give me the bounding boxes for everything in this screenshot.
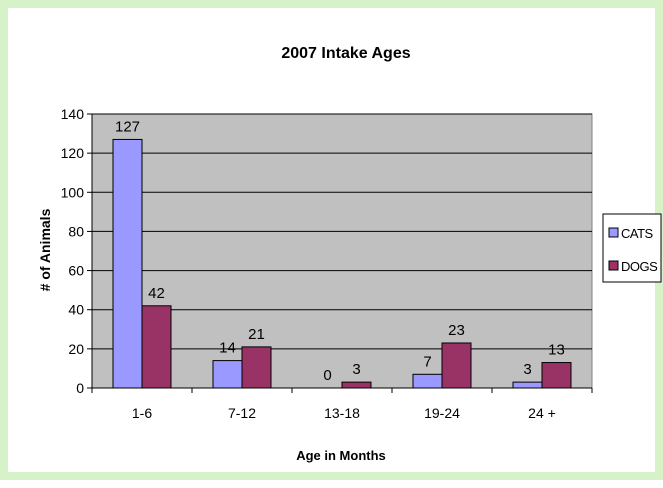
y-axis-label: # of Animals: [37, 208, 53, 291]
legend-box: [602, 213, 662, 283]
plot-area: 0 20 40 60 80 100 120 140 1-6 127 42 7-12 14 21 13-18 0…: [61, 106, 593, 421]
bar-cats: [212, 360, 243, 389]
legend: CATS DOGS: [602, 213, 662, 283]
x-tick-label: 19-24: [424, 405, 460, 421]
data-label: 23: [448, 322, 465, 339]
y-tick-label: 140: [61, 106, 85, 122]
y-tick-label: 0: [76, 380, 84, 396]
x-tick-label: 13-18: [324, 405, 360, 421]
data-label: 14: [219, 340, 236, 357]
x-axis-label: Age in Months: [296, 448, 386, 463]
legend-label-dogs: DOGS: [621, 259, 658, 274]
y-tick-label: 40: [68, 302, 84, 318]
x-tick-label: 7-12: [228, 405, 256, 421]
bar-dogs: [341, 381, 372, 389]
legend-swatch-cats: [608, 227, 619, 238]
data-label: 3: [523, 361, 531, 378]
data-label: 3: [352, 361, 360, 378]
data-label: 0: [323, 367, 331, 384]
x-tick-label: 24 +: [528, 405, 556, 421]
bar-cats: [412, 373, 443, 389]
data-label: 13: [548, 342, 565, 359]
bar-dogs: [541, 362, 572, 389]
x-tick-label: 1-6: [132, 405, 152, 421]
data-label: 21: [248, 326, 265, 343]
legend-swatch-dogs: [608, 260, 619, 271]
y-tick-label: 120: [61, 145, 85, 161]
data-label: 42: [148, 285, 165, 302]
bar-cats: [512, 381, 543, 389]
data-label: 127: [115, 118, 140, 135]
y-tick-label: 20: [68, 341, 84, 357]
bar-dogs: [141, 305, 172, 389]
y-tick-label: 100: [61, 184, 85, 200]
legend-label-cats: CATS: [621, 226, 654, 241]
bar-dogs: [441, 342, 472, 389]
data-label: 7: [423, 353, 431, 370]
plot-background: [91, 113, 593, 389]
bar-dogs: [241, 346, 272, 389]
bar-chart: 2007 Intake Ages Age in Months # of Anim…: [37, 45, 662, 463]
y-tick-label: 60: [68, 263, 84, 279]
chart-title: 2007 Intake Ages: [281, 45, 410, 62]
bar-cats: [112, 138, 143, 389]
y-tick-label: 80: [68, 223, 84, 239]
